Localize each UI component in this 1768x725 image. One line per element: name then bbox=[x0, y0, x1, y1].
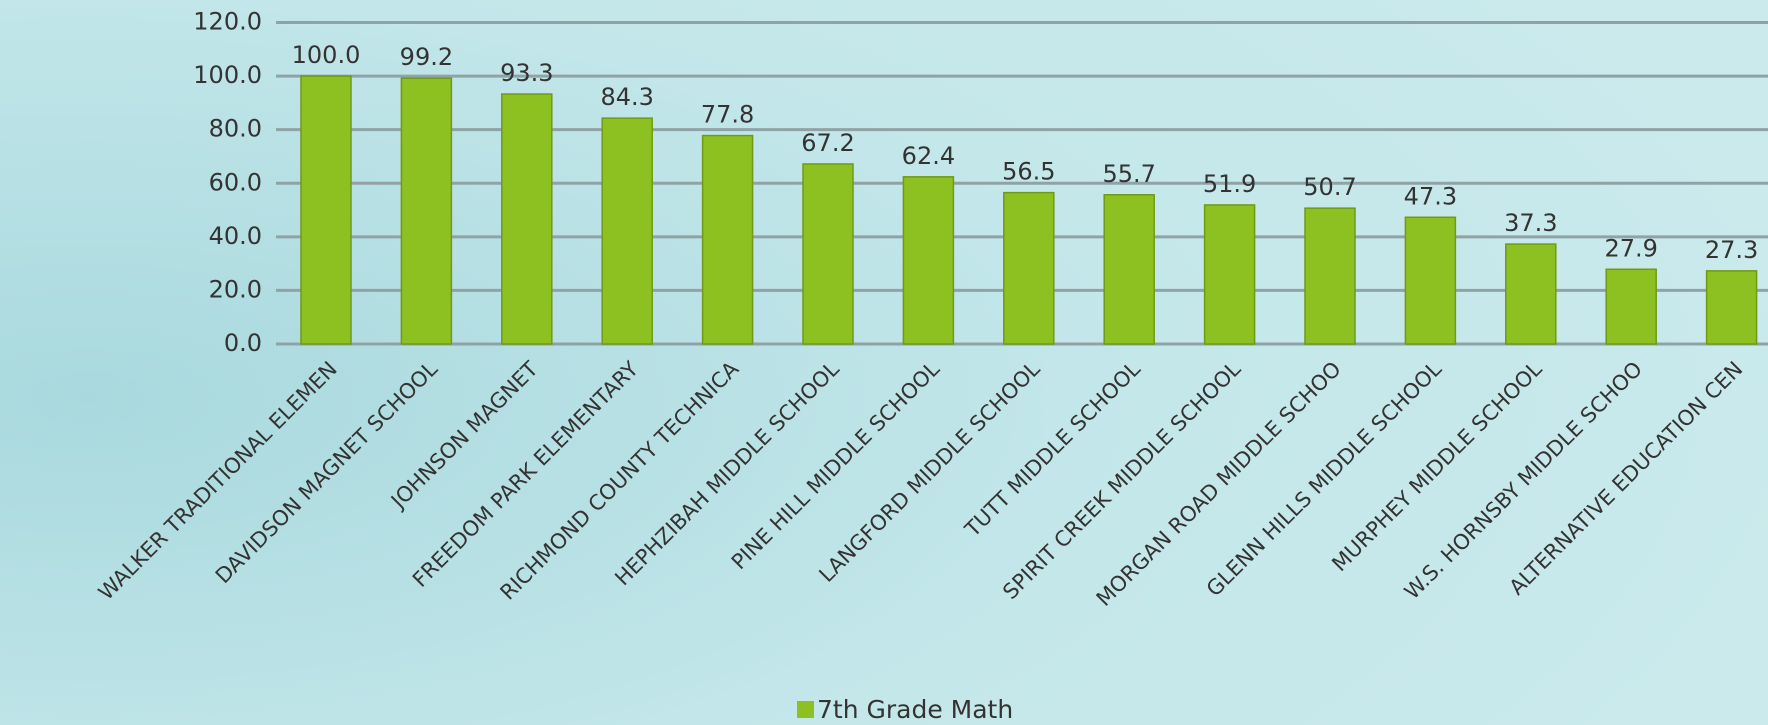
bar bbox=[1705, 270, 1758, 345]
bar bbox=[300, 75, 352, 345]
value-label: 100.0 bbox=[292, 41, 361, 69]
bar bbox=[902, 176, 955, 345]
value-label: 77.8 bbox=[701, 101, 754, 129]
value-label: 51.9 bbox=[1203, 170, 1256, 198]
value-label: 99.2 bbox=[400, 43, 453, 71]
bar bbox=[1605, 268, 1657, 345]
y-tick-label: 80.0 bbox=[209, 115, 262, 143]
value-label: 27.9 bbox=[1604, 234, 1657, 262]
bar bbox=[1304, 207, 1356, 345]
bar bbox=[601, 117, 653, 345]
value-label: 50.7 bbox=[1303, 173, 1356, 201]
bar bbox=[1505, 243, 1557, 345]
legend-label: 7th Grade Math bbox=[817, 695, 1013, 724]
value-label: 56.5 bbox=[1002, 158, 1055, 186]
bar bbox=[1003, 191, 1055, 345]
value-label: 47.3 bbox=[1404, 182, 1457, 210]
value-label: 62.4 bbox=[902, 142, 955, 170]
y-tick-label: 20.0 bbox=[209, 275, 262, 303]
value-label: 84.3 bbox=[600, 83, 653, 111]
y-tick-label: 40.0 bbox=[209, 222, 262, 250]
y-tick-label: 100.0 bbox=[193, 61, 262, 89]
bar bbox=[1103, 194, 1155, 345]
legend-swatch bbox=[797, 701, 814, 718]
y-tick-label: 120.0 bbox=[193, 8, 262, 36]
bar bbox=[501, 93, 553, 345]
value-label: 93.3 bbox=[500, 59, 553, 87]
bar bbox=[802, 163, 854, 345]
y-tick-label: 60.0 bbox=[209, 168, 262, 196]
bar bbox=[1404, 216, 1457, 345]
value-label: 67.2 bbox=[801, 129, 854, 157]
bar bbox=[701, 134, 754, 345]
y-tick-label: 0.0 bbox=[224, 329, 262, 357]
bar bbox=[1203, 204, 1256, 345]
bar bbox=[400, 77, 453, 345]
value-label: 37.3 bbox=[1504, 209, 1557, 237]
value-label: 55.7 bbox=[1102, 160, 1155, 188]
value-label: 27.3 bbox=[1705, 236, 1758, 264]
